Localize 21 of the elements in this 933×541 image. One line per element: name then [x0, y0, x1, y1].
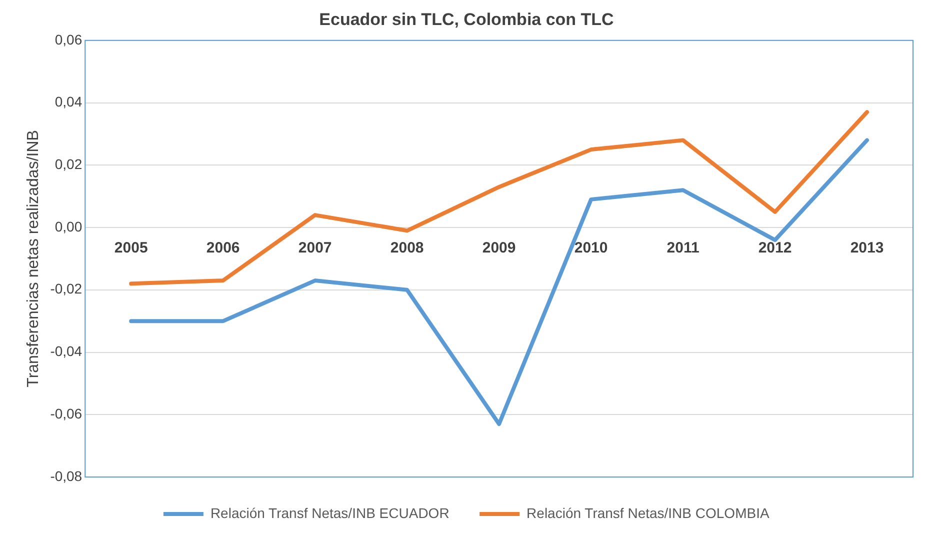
y-tick-label: -0,06: [50, 405, 82, 422]
x-tick-label: 2008: [390, 240, 424, 257]
y-tick-label: -0,02: [50, 280, 82, 297]
x-tick-label: 2006: [206, 240, 240, 257]
x-tick-label: 2007: [298, 240, 332, 257]
chart-title: Ecuador sin TLC, Colombia con TLC: [319, 10, 614, 29]
x-tick-label: 2005: [114, 240, 148, 257]
legend-label: Relación Transf Netas/INB ECUADOR: [210, 504, 450, 521]
legend-label: Relación Transf Netas/INB COLOMBIA: [526, 504, 770, 521]
y-tick-label: -0,08: [50, 468, 82, 484]
x-tick-label: 2009: [482, 240, 516, 257]
y-tick-label: 0,04: [54, 94, 82, 110]
y-tick-label: -0,04: [50, 343, 82, 360]
y-tick-label: 0,06: [54, 31, 82, 48]
x-tick-label: 2010: [574, 240, 608, 257]
x-tick-label: 2011: [666, 240, 700, 257]
y-tick-label: 0,02: [54, 156, 82, 172]
x-tick-label: 2013: [850, 240, 884, 257]
y-tick-label: 0,00: [54, 218, 82, 234]
y-axis-title: Transferencias netas realizadas/INB: [25, 130, 42, 388]
x-tick-label: 2012: [758, 240, 792, 257]
